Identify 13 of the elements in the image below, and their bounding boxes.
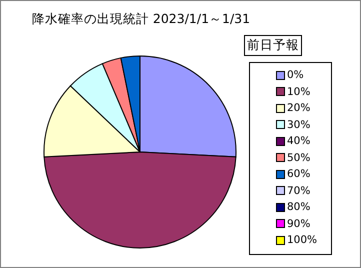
legend-title: 前日予報 xyxy=(244,35,302,56)
legend-label: 80% xyxy=(287,201,310,214)
legend-label: 30% xyxy=(287,118,310,131)
legend-label: 10% xyxy=(287,86,310,98)
legend-label: 20% xyxy=(287,102,310,114)
legend-label: 50% xyxy=(287,152,310,164)
legend-label: 70% xyxy=(287,184,310,197)
legend-label: 0% xyxy=(287,69,304,82)
chart-title: 降水確率の出現統計 2023/1/1～1/31 xyxy=(30,11,252,28)
legend-label: 60% xyxy=(287,168,310,180)
legend-label: 40% xyxy=(287,135,310,148)
legend-label: 90% xyxy=(287,218,310,230)
legend-label: 100% xyxy=(287,234,318,246)
